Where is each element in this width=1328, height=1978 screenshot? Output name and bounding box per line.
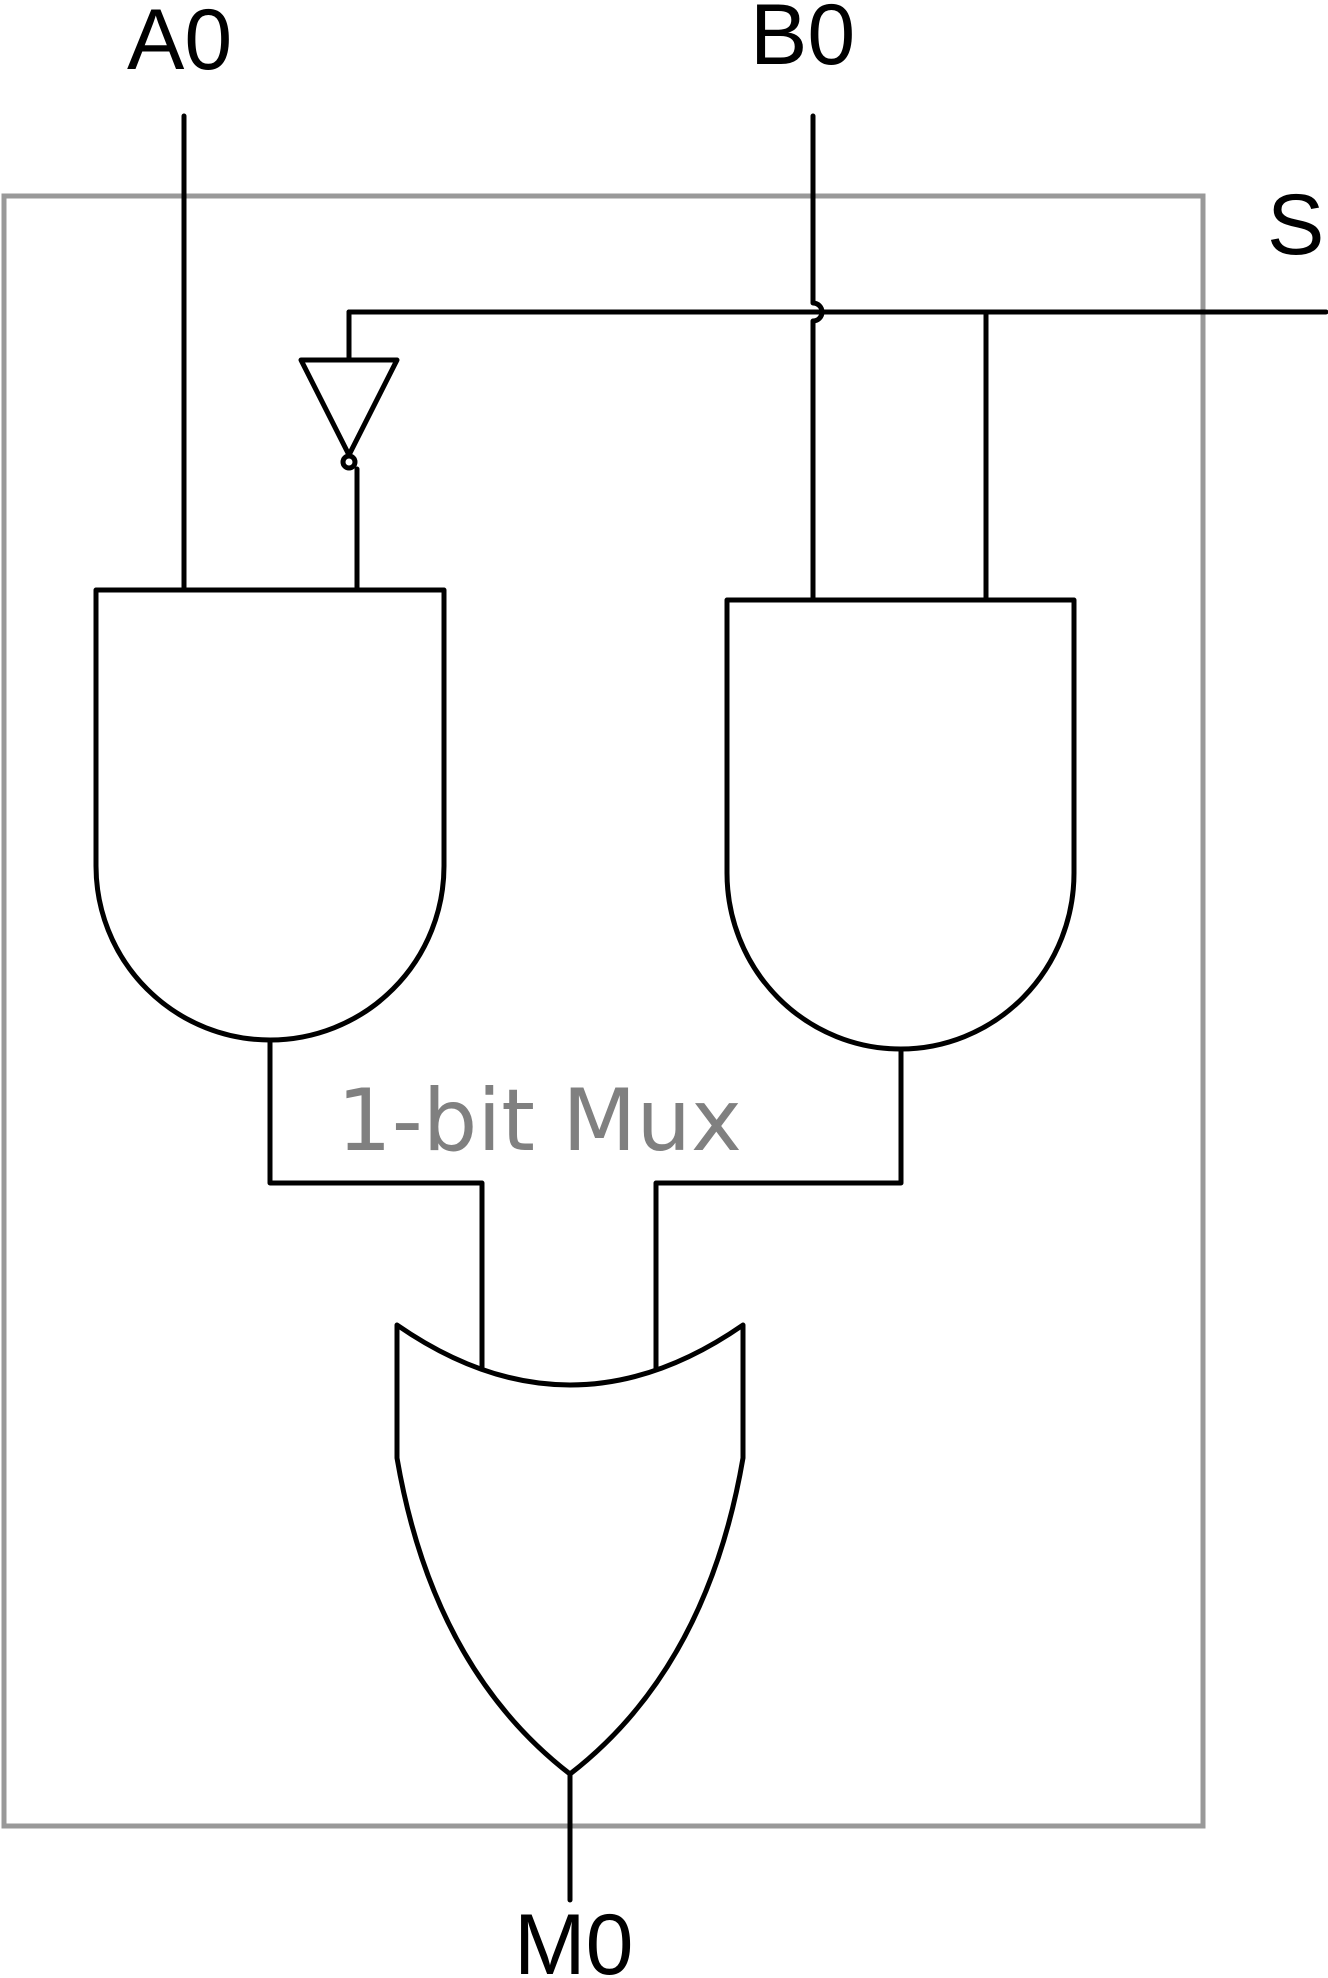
output-label: M0 [514,1897,633,1978]
not-gate-body [298,357,400,458]
input-label-a: A0 [127,0,232,88]
and-gate-a [93,587,447,1043]
wire-b0 [810,113,825,603]
wire-and1-out [267,1039,485,1374]
not-gate [298,357,400,471]
or-gate [394,1322,746,1777]
and-gate-b [724,597,1077,1052]
wires [181,113,1328,1903]
wire-and2-out [653,1046,904,1374]
module-label: 1-bit Mux [337,1071,742,1171]
select-label: S [1267,177,1324,273]
input-label-b: B0 [750,0,855,83]
not-gate-bubble [340,453,358,471]
module-box [1,193,1206,1829]
